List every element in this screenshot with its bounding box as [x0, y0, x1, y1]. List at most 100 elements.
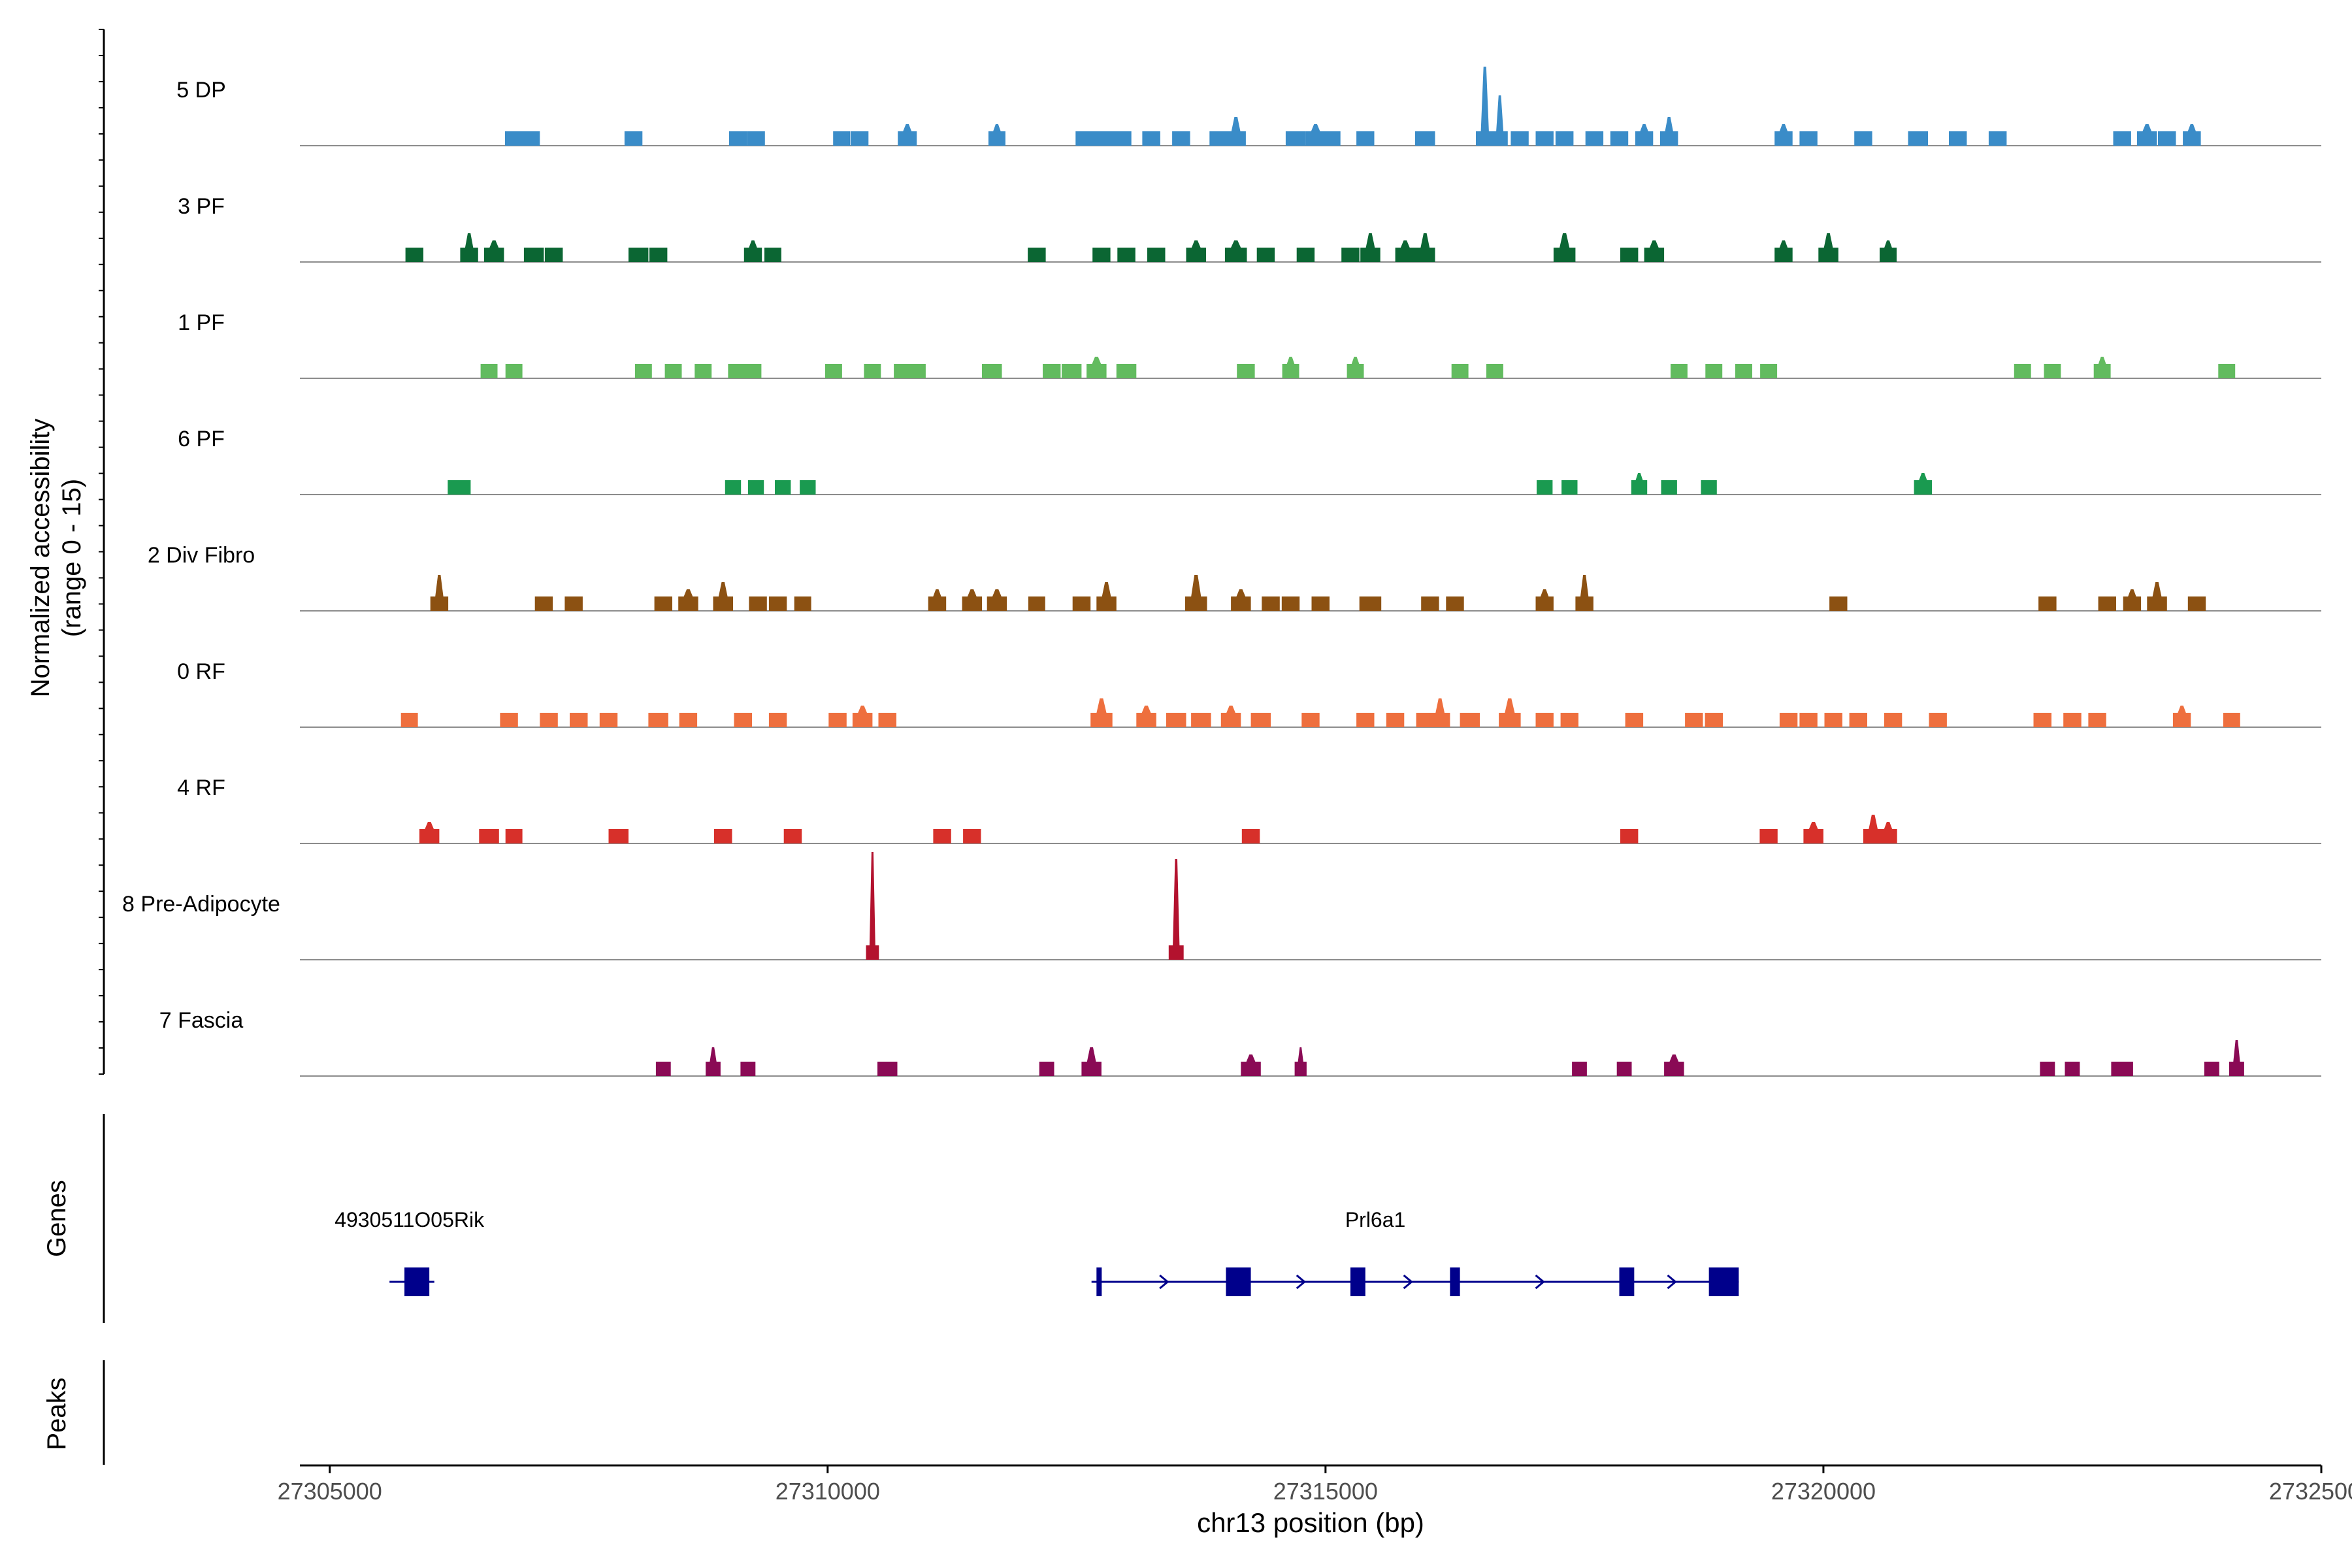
coverage-peak — [740, 1062, 756, 1076]
coverage-peak — [2123, 589, 2142, 611]
coverage-peak — [728, 364, 748, 378]
genes-panel: Genes 4930511O05Rik Prl6a1 — [42, 1114, 1739, 1323]
coverage-peak — [714, 829, 732, 843]
coverage-peak — [1661, 480, 1677, 495]
peaks-panel: Peaks — [42, 1360, 105, 1465]
coverage-peak — [1499, 698, 1521, 727]
coverage-peak — [1476, 67, 1494, 146]
coverage-peak — [1492, 95, 1508, 146]
coverage-peak — [987, 589, 1007, 611]
coverage-peak — [1191, 713, 1211, 727]
coverage-peak — [1075, 131, 1094, 146]
track-7-fascia: 7 Fascia — [159, 1008, 2321, 1077]
coverage-peak — [1028, 248, 1046, 262]
gene-models: 4930511O05Rik Prl6a1 — [335, 1208, 1739, 1296]
gene-exon — [1619, 1267, 1635, 1296]
coverage-peak — [1620, 829, 1639, 843]
coverage-peak — [479, 829, 499, 843]
gene-label: 4930511O05Rik — [335, 1208, 485, 1232]
gene-label: Prl6a1 — [1345, 1208, 1406, 1232]
coverage-peak — [1914, 473, 1933, 495]
coverage-peak — [1117, 248, 1135, 262]
coverage-peak — [2111, 1062, 2133, 1076]
coverage-peak — [1610, 131, 1629, 146]
coverage-peak — [1415, 233, 1435, 262]
y-axis-title: Normalized accessibility — [26, 419, 55, 698]
coverage-peak — [833, 131, 851, 146]
coverage-peak — [2204, 1062, 2219, 1076]
coverage-peak — [1535, 131, 1554, 146]
coverage-peak — [599, 713, 618, 727]
coverage-peak — [909, 364, 926, 378]
coverage-peak — [1829, 596, 1848, 611]
coverage-peak — [564, 596, 583, 611]
gene-exon — [1450, 1267, 1460, 1296]
track-6-pf: 6 PF — [178, 427, 2321, 495]
coverage-peak — [1625, 713, 1644, 727]
strand-arrow — [1296, 1274, 1307, 1290]
coverage-peak — [725, 480, 742, 495]
track-4-rf: 4 RF — [177, 776, 2321, 844]
coverage-peak — [852, 706, 873, 727]
x-tick-label: 27305000 — [278, 1478, 382, 1505]
coverage-peak — [962, 589, 982, 611]
coverage-peak — [2088, 713, 2106, 727]
coverage-peak — [2229, 1040, 2244, 1076]
coverage-peak — [1854, 131, 1872, 146]
coverage-peak — [764, 248, 781, 262]
coverage-peak — [1560, 713, 1578, 727]
coverage-peak — [1172, 131, 1190, 146]
coverage-peak — [1446, 596, 1464, 611]
coverage-peak — [2137, 124, 2157, 146]
coverage-peak — [654, 596, 672, 611]
coverage-peak — [850, 131, 869, 146]
coverage-peak — [1824, 713, 1842, 727]
coverage-peak — [1226, 117, 1246, 146]
coverage-peak — [505, 829, 523, 843]
x-axis-ticks: 27305000 27310000 27315000 27320000 27325000 — [278, 1465, 2352, 1505]
coverage-peak — [608, 829, 629, 843]
coverage-peak — [1237, 364, 1255, 378]
coverage-peak — [2218, 364, 2236, 378]
strand-arrow — [1403, 1274, 1413, 1290]
track-label: 1 PF — [178, 310, 225, 335]
genes-panel-label: Genes — [42, 1180, 71, 1257]
coverage-peak — [629, 248, 649, 262]
gene-exon — [1708, 1267, 1739, 1296]
coverage-peak — [894, 364, 911, 378]
coverage-peak — [1635, 124, 1654, 146]
coverage-peak — [1880, 240, 1897, 262]
x-tick-label: 27310000 — [776, 1478, 880, 1505]
coverage-peak — [713, 582, 733, 611]
coverage-peak — [1359, 596, 1382, 611]
coverage-peak — [982, 364, 1002, 378]
coverage-peak — [1320, 131, 1341, 146]
coverage-peak — [1185, 575, 1207, 611]
coverage-peak — [2147, 582, 2167, 611]
coverage-peak — [1660, 117, 1678, 146]
x-axis: 27305000 27310000 27315000 27320000 27325000… — [278, 1464, 2352, 1538]
coverage-peak — [1849, 713, 1867, 727]
strand-arrow — [1667, 1274, 1677, 1290]
y-axis-subtitle: (range 0 - 15) — [57, 479, 86, 637]
coverage-peak — [1416, 713, 1434, 727]
coverage-peak — [1168, 859, 1184, 960]
coverage-peak — [1803, 822, 1823, 843]
track-label: 4 RF — [177, 776, 225, 800]
coverage-peak — [505, 131, 523, 146]
track-3-pf: 3 PF — [178, 194, 2321, 263]
coverage-peak — [1136, 706, 1156, 727]
coverage-peak — [1262, 596, 1280, 611]
coverage-peak — [1664, 1054, 1684, 1076]
coverage-peak — [1062, 364, 1082, 378]
coverage-peak — [544, 248, 563, 262]
coverage-peak — [1395, 240, 1415, 262]
coverage-peak — [460, 233, 478, 262]
coverage-peak — [1671, 364, 1688, 378]
coverage-peak — [1356, 131, 1375, 146]
coverage-peak — [768, 596, 787, 611]
coverage-peak — [706, 1047, 721, 1076]
track-label: 8 Pre-Adipocyte — [122, 892, 280, 917]
coverage-peak — [2223, 713, 2240, 727]
coverage-peak — [419, 822, 440, 843]
